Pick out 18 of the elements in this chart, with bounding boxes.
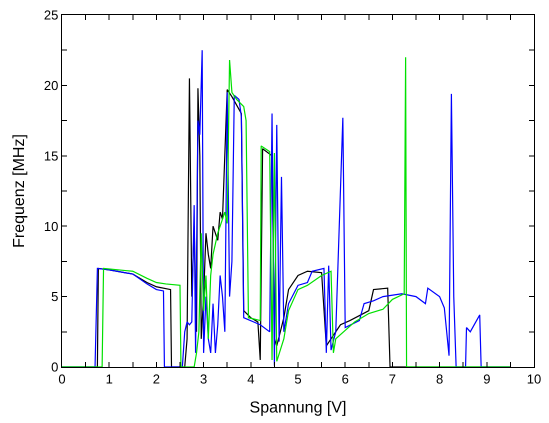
y-tick-label: 25 xyxy=(44,8,58,23)
x-tick-label: 3 xyxy=(200,372,208,387)
x-tick-label: 8 xyxy=(436,372,444,387)
x-tick-label: 4 xyxy=(247,372,254,387)
y-tick-label: 0 xyxy=(51,360,58,375)
x-tick-label: 6 xyxy=(342,372,349,387)
x-axis-title: Spannung [V] xyxy=(250,399,346,416)
x-tick-label: 10 xyxy=(526,372,542,387)
y-axis-title: Frequenz [MHz] xyxy=(10,134,28,248)
x-tick-label: 9 xyxy=(483,372,490,387)
y-tick-label: 15 xyxy=(44,148,58,164)
x-tick-label: 1 xyxy=(106,372,113,387)
x-tick-label: 2 xyxy=(152,372,160,387)
y-tick-label: 10 xyxy=(44,218,58,234)
x-tick-label: 7 xyxy=(388,372,396,387)
y-tick-label: 20 xyxy=(44,78,58,93)
x-tick-label: 5 xyxy=(294,372,302,387)
y-tick-label: 5 xyxy=(51,289,58,304)
